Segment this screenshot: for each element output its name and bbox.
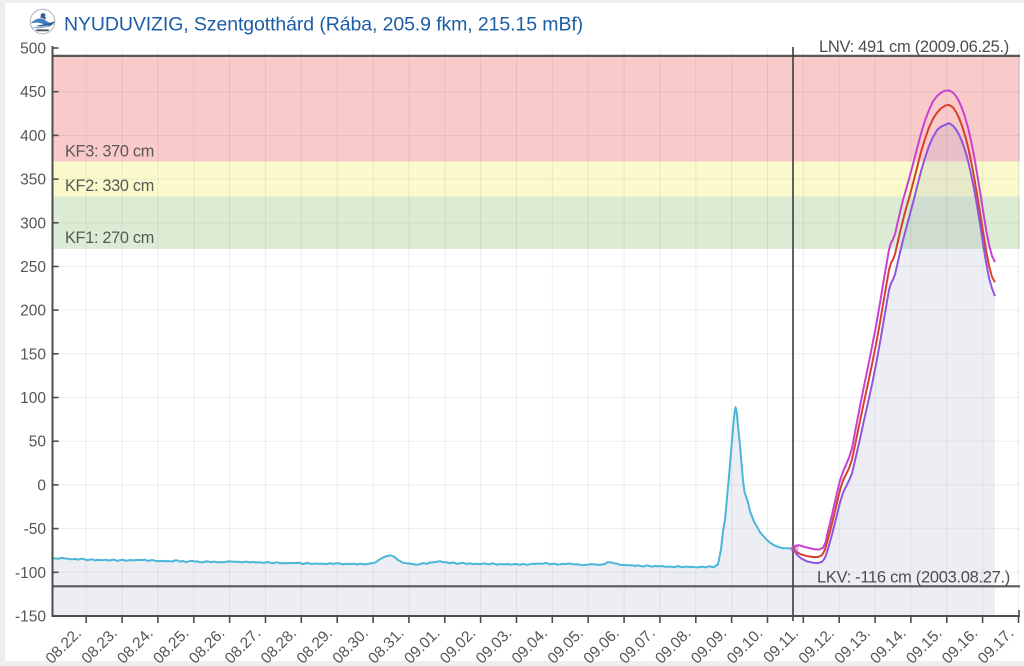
svg-text:400: 400 [20,128,46,145]
svg-text:50: 50 [29,434,47,451]
svg-text:-150: -150 [15,609,46,626]
svg-text:-50: -50 [24,521,47,538]
svg-text:LKV: -116 cm (2003.08.27.): LKV: -116 cm (2003.08.27.) [817,568,1010,586]
svg-text:KF2: 330 cm: KF2: 330 cm [65,177,154,195]
svg-text:200: 200 [20,303,46,320]
svg-text:KF1: 270 cm: KF1: 270 cm [65,229,154,247]
svg-text:NYUDUVIZIG, Szentgotthárd (Ráb: NYUDUVIZIG, Szentgotthárd (Rába, 205.9 f… [64,14,583,36]
svg-text:150: 150 [20,346,46,363]
svg-text:250: 250 [20,259,46,276]
svg-text:-100: -100 [15,565,46,582]
svg-text:0: 0 [37,477,46,494]
svg-text:350: 350 [20,172,46,189]
svg-text:450: 450 [20,84,46,101]
svg-text:KF3: 370 cm: KF3: 370 cm [65,143,154,161]
svg-text:500: 500 [20,41,46,58]
svg-text:300: 300 [20,215,46,232]
svg-text:LNV: 491 cm (2009.06.25.): LNV: 491 cm (2009.06.25.) [819,38,1009,56]
svg-text:100: 100 [20,390,46,407]
